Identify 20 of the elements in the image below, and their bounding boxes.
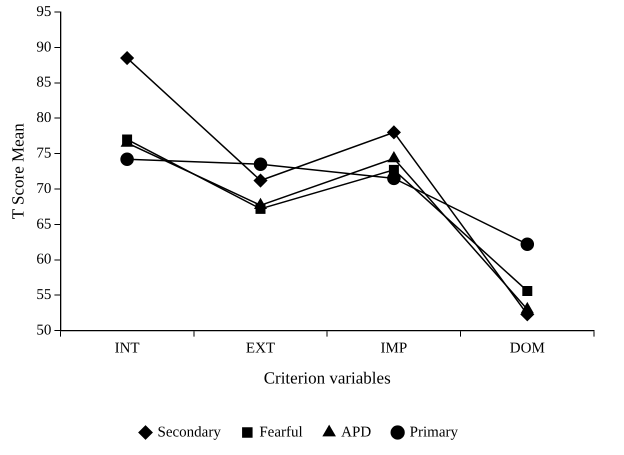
x-tick-label: EXT	[246, 340, 276, 357]
x-axis-title: Criterion variables	[264, 368, 391, 388]
y-tick-label: 75	[36, 146, 52, 162]
x-tick-label: INT	[114, 340, 140, 357]
y-tick-label: 55	[36, 287, 52, 304]
y-tick-label: 50	[36, 322, 52, 339]
y-tick-label: 85	[36, 74, 52, 91]
legend-label: Fearful	[259, 424, 303, 440]
y-tick-label: 80	[36, 110, 52, 126]
legend-label: Primary	[410, 424, 458, 440]
legend-label: Secondary	[158, 424, 222, 440]
legend-label: APD	[341, 424, 372, 440]
y-tick-label: 95	[36, 4, 52, 20]
y-tick-label: 65	[36, 216, 52, 232]
x-tick-label: IMP	[380, 340, 408, 357]
x-tick-label: DOM	[510, 340, 545, 357]
y-tick-label: 70	[36, 180, 52, 197]
y-axis-title: T Score Mean	[8, 122, 28, 220]
y-tick-label: 60	[36, 252, 52, 268]
y-tick-label: 90	[36, 39, 52, 56]
